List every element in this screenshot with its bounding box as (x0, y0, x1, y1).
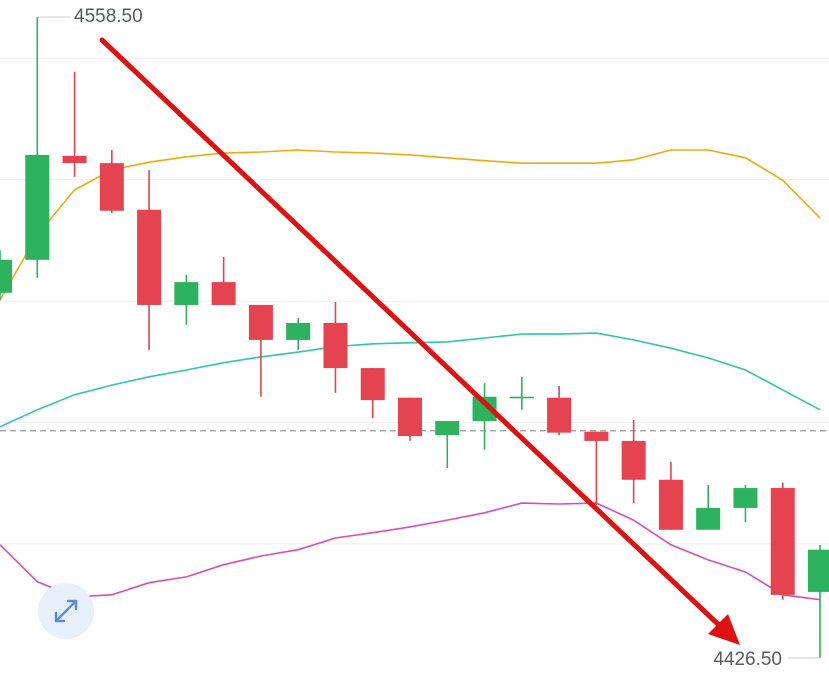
candle-body (808, 549, 829, 592)
candle-body (248, 304, 273, 340)
candle-body (360, 368, 385, 401)
candle-body (770, 488, 795, 595)
candle-body (286, 322, 311, 340)
grid (0, 57, 829, 545)
band-line (0, 149, 821, 301)
trend-arrow (99, 37, 740, 645)
candle-body (323, 322, 348, 369)
band-line (0, 332, 821, 428)
bands (0, 149, 821, 601)
candle-body (62, 155, 87, 164)
candle-body (398, 397, 422, 437)
candle-body (621, 440, 646, 480)
candle-body (211, 282, 236, 305)
candle-body (0, 259, 12, 293)
candle-body (25, 154, 50, 260)
candle-body (547, 397, 572, 433)
candle-body (174, 282, 199, 305)
band-line (0, 502, 821, 601)
candle-body (733, 488, 758, 508)
candle-body (584, 431, 609, 441)
candle-body (696, 507, 721, 530)
max-label: 4558.50 (74, 6, 143, 27)
expand-button[interactable] (38, 583, 94, 639)
candle-body (137, 209, 162, 305)
candles (0, 16, 829, 658)
candle-body (658, 479, 683, 530)
min-label: 4426.50 (713, 649, 782, 670)
candle-body (509, 396, 534, 399)
candle-body (99, 163, 124, 211)
candle-body (435, 421, 460, 436)
annotations: 4558.50 4426.50 (37, 6, 820, 670)
